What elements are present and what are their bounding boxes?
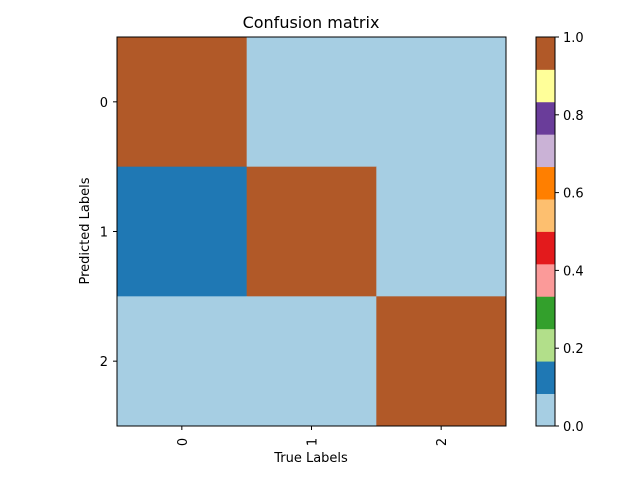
colorbar-segment — [536, 69, 555, 103]
heatmap-cell-0-2 — [376, 37, 507, 168]
colorbar-tick-label: 0.8 — [563, 109, 584, 124]
heatmap-cell-0-1 — [246, 37, 377, 168]
colorbar-segment — [536, 296, 555, 330]
y-axis-ticks: 0 1 2 — [100, 96, 117, 370]
colorbar-tick-label: 0.0 — [563, 420, 584, 435]
x-axis-ticks: 0 1 2 — [176, 426, 450, 446]
colorbar-segment — [536, 263, 555, 297]
heatmap-cell-1-0 — [117, 166, 248, 297]
x-tick-label: 2 — [435, 438, 450, 446]
colorbar-tick-label: 1.0 — [563, 31, 584, 46]
colorbar-tick-label: 0.6 — [563, 187, 584, 202]
colorbar-segment — [536, 134, 555, 168]
chart-title: Confusion matrix — [243, 13, 380, 32]
colorbar-segment — [536, 328, 555, 362]
y-tick-label: 0 — [100, 96, 108, 111]
colorbar-frame — [535, 36, 556, 427]
colorbar-segment — [536, 199, 555, 232]
colorbar-segment — [536, 166, 555, 200]
colorbar-ticks: 0.0 0.2 0.4 0.6 0.8 1.0 — [555, 31, 584, 435]
heatmap-cell-2-0 — [117, 296, 248, 427]
heatmap-cell-2-2 — [376, 296, 507, 427]
colorbar-segment — [536, 231, 555, 265]
colorbar-tick-label: 0.4 — [563, 264, 584, 279]
colorbar-segment — [536, 361, 555, 394]
colorbar — [535, 36, 556, 427]
heatmap-cell-1-1 — [246, 166, 377, 297]
y-tick-label: 1 — [100, 226, 108, 241]
heatmap-cell-2-1 — [246, 296, 377, 427]
colorbar-segment — [536, 393, 555, 427]
heatmap-cells — [116, 36, 507, 427]
colorbar-segment — [536, 37, 555, 70]
x-tick-label: 1 — [306, 438, 321, 446]
y-axis-label: Predicted Labels — [78, 177, 93, 284]
colorbar-tick-label: 0.2 — [563, 342, 584, 357]
y-tick-label: 2 — [100, 355, 108, 370]
heatmap-cell-1-2 — [376, 166, 507, 297]
x-tick-label: 0 — [176, 438, 191, 446]
heatmap-cell-0-0 — [117, 37, 248, 168]
colorbar-segment — [536, 101, 555, 135]
x-axis-label: True Labels — [273, 451, 348, 466]
